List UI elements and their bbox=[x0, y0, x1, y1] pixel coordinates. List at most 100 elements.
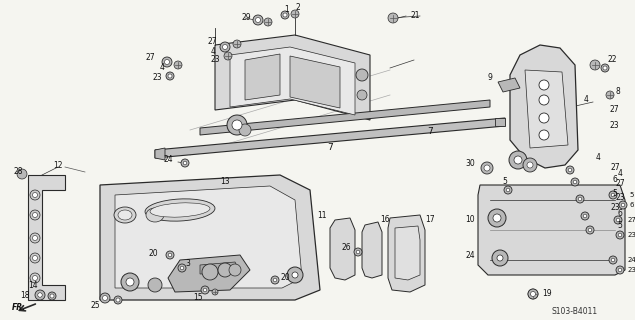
Text: 26: 26 bbox=[341, 244, 351, 252]
Circle shape bbox=[121, 273, 139, 291]
Text: 23: 23 bbox=[615, 194, 625, 203]
Polygon shape bbox=[230, 47, 355, 115]
Polygon shape bbox=[200, 262, 240, 274]
Text: 4: 4 bbox=[159, 63, 164, 73]
Text: 27: 27 bbox=[145, 52, 155, 61]
Text: 5: 5 bbox=[613, 188, 617, 197]
Circle shape bbox=[568, 168, 572, 172]
Text: 6: 6 bbox=[613, 175, 617, 185]
Text: 27: 27 bbox=[609, 106, 619, 115]
Text: 23: 23 bbox=[610, 204, 620, 212]
Circle shape bbox=[253, 15, 263, 25]
Polygon shape bbox=[200, 100, 490, 135]
Circle shape bbox=[273, 278, 277, 282]
Circle shape bbox=[203, 288, 207, 292]
Circle shape bbox=[523, 158, 537, 172]
Text: 2: 2 bbox=[296, 4, 300, 12]
Circle shape bbox=[148, 278, 162, 292]
Text: 20: 20 bbox=[148, 249, 158, 258]
Polygon shape bbox=[168, 255, 250, 292]
Text: 5: 5 bbox=[618, 220, 622, 229]
Circle shape bbox=[218, 263, 232, 277]
Circle shape bbox=[616, 231, 624, 239]
Text: 18: 18 bbox=[20, 291, 30, 300]
Text: 4: 4 bbox=[584, 95, 589, 105]
Circle shape bbox=[174, 61, 182, 69]
Circle shape bbox=[539, 80, 549, 90]
Text: FR.: FR. bbox=[12, 303, 26, 313]
Text: 4: 4 bbox=[211, 47, 215, 57]
Circle shape bbox=[618, 233, 622, 237]
Text: 27: 27 bbox=[627, 217, 635, 223]
Circle shape bbox=[229, 264, 241, 276]
Ellipse shape bbox=[114, 207, 136, 223]
Text: 27: 27 bbox=[207, 37, 217, 46]
Circle shape bbox=[287, 267, 303, 283]
Text: 20: 20 bbox=[280, 274, 290, 283]
Text: 4: 4 bbox=[618, 169, 622, 178]
Circle shape bbox=[514, 156, 522, 164]
Circle shape bbox=[616, 218, 620, 222]
Circle shape bbox=[504, 186, 512, 194]
Circle shape bbox=[227, 115, 247, 135]
Circle shape bbox=[539, 113, 549, 123]
Polygon shape bbox=[510, 45, 578, 168]
Circle shape bbox=[583, 214, 587, 218]
Circle shape bbox=[609, 191, 617, 199]
Polygon shape bbox=[525, 70, 568, 148]
Polygon shape bbox=[330, 218, 355, 280]
Text: 17: 17 bbox=[425, 215, 435, 225]
Polygon shape bbox=[115, 186, 302, 288]
Text: 11: 11 bbox=[318, 211, 327, 220]
Text: 23: 23 bbox=[152, 74, 162, 83]
Circle shape bbox=[180, 266, 184, 270]
Circle shape bbox=[609, 256, 617, 264]
Circle shape bbox=[201, 286, 209, 294]
Text: 24: 24 bbox=[627, 257, 635, 263]
Circle shape bbox=[566, 166, 574, 174]
Text: 4: 4 bbox=[596, 154, 601, 163]
Circle shape bbox=[481, 162, 493, 174]
Ellipse shape bbox=[146, 208, 164, 222]
Circle shape bbox=[255, 18, 260, 22]
Circle shape bbox=[528, 289, 538, 299]
Circle shape bbox=[30, 273, 40, 283]
Circle shape bbox=[166, 72, 174, 80]
Circle shape bbox=[606, 91, 614, 99]
Text: 7: 7 bbox=[327, 142, 333, 151]
Circle shape bbox=[32, 212, 37, 218]
Circle shape bbox=[220, 42, 230, 52]
Text: 9: 9 bbox=[488, 73, 492, 82]
Text: 14: 14 bbox=[28, 281, 38, 290]
Polygon shape bbox=[215, 35, 370, 120]
Circle shape bbox=[30, 190, 40, 200]
Text: S103-B4011: S103-B4011 bbox=[552, 308, 598, 316]
Text: 6: 6 bbox=[630, 202, 634, 208]
Text: 15: 15 bbox=[193, 292, 203, 301]
Circle shape bbox=[32, 236, 37, 241]
Text: 13: 13 bbox=[220, 178, 230, 187]
Text: 23: 23 bbox=[627, 232, 635, 238]
Circle shape bbox=[488, 209, 506, 227]
Text: 3: 3 bbox=[185, 260, 190, 268]
Polygon shape bbox=[155, 148, 165, 160]
Circle shape bbox=[539, 130, 549, 140]
Circle shape bbox=[618, 268, 622, 272]
Text: 10: 10 bbox=[465, 215, 475, 225]
Polygon shape bbox=[495, 118, 505, 126]
Circle shape bbox=[233, 40, 241, 48]
Circle shape bbox=[578, 197, 582, 201]
Circle shape bbox=[581, 212, 589, 220]
Circle shape bbox=[281, 11, 289, 19]
Circle shape bbox=[590, 60, 600, 70]
Circle shape bbox=[586, 226, 594, 234]
Circle shape bbox=[202, 264, 218, 280]
Text: 5: 5 bbox=[630, 192, 634, 198]
Circle shape bbox=[232, 120, 242, 130]
Circle shape bbox=[164, 60, 170, 65]
Text: 8: 8 bbox=[615, 87, 620, 97]
Circle shape bbox=[616, 266, 624, 274]
Circle shape bbox=[239, 124, 251, 136]
Circle shape bbox=[222, 44, 227, 50]
Circle shape bbox=[162, 57, 172, 67]
